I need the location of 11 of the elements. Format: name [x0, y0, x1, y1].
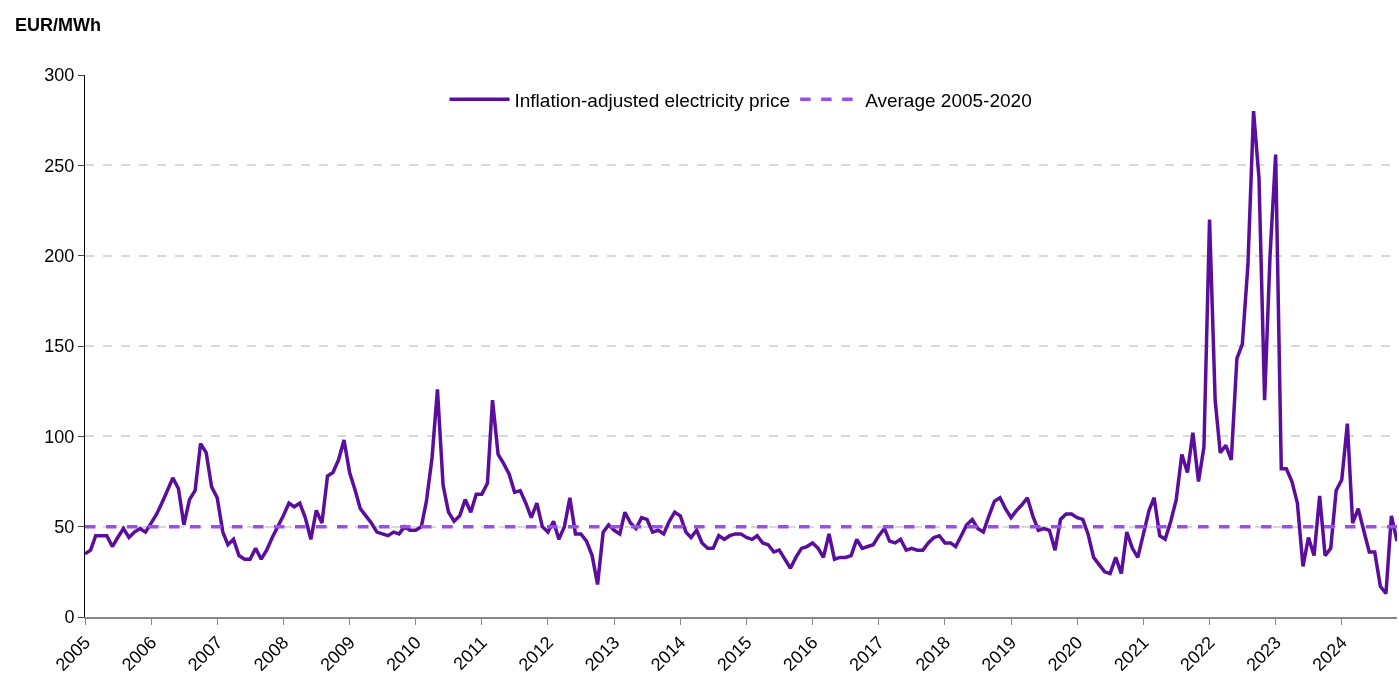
legend-label: Inflation-adjusted electricity price — [514, 89, 791, 111]
legend-label: Average 2005-2020 — [865, 89, 1032, 111]
line-series — [85, 109, 1397, 596]
y-tick-label: 50 — [54, 516, 75, 537]
y-tick-label: 300 — [44, 65, 75, 86]
y-axis-title: EUR/MWh — [15, 15, 101, 35]
y-tick-label: 150 — [44, 336, 75, 357]
y-tick-label: 200 — [44, 245, 75, 266]
y-tick-label: 250 — [44, 155, 75, 176]
y-tick-label: 100 — [44, 426, 75, 447]
y-tick-label: 0 — [64, 607, 75, 628]
